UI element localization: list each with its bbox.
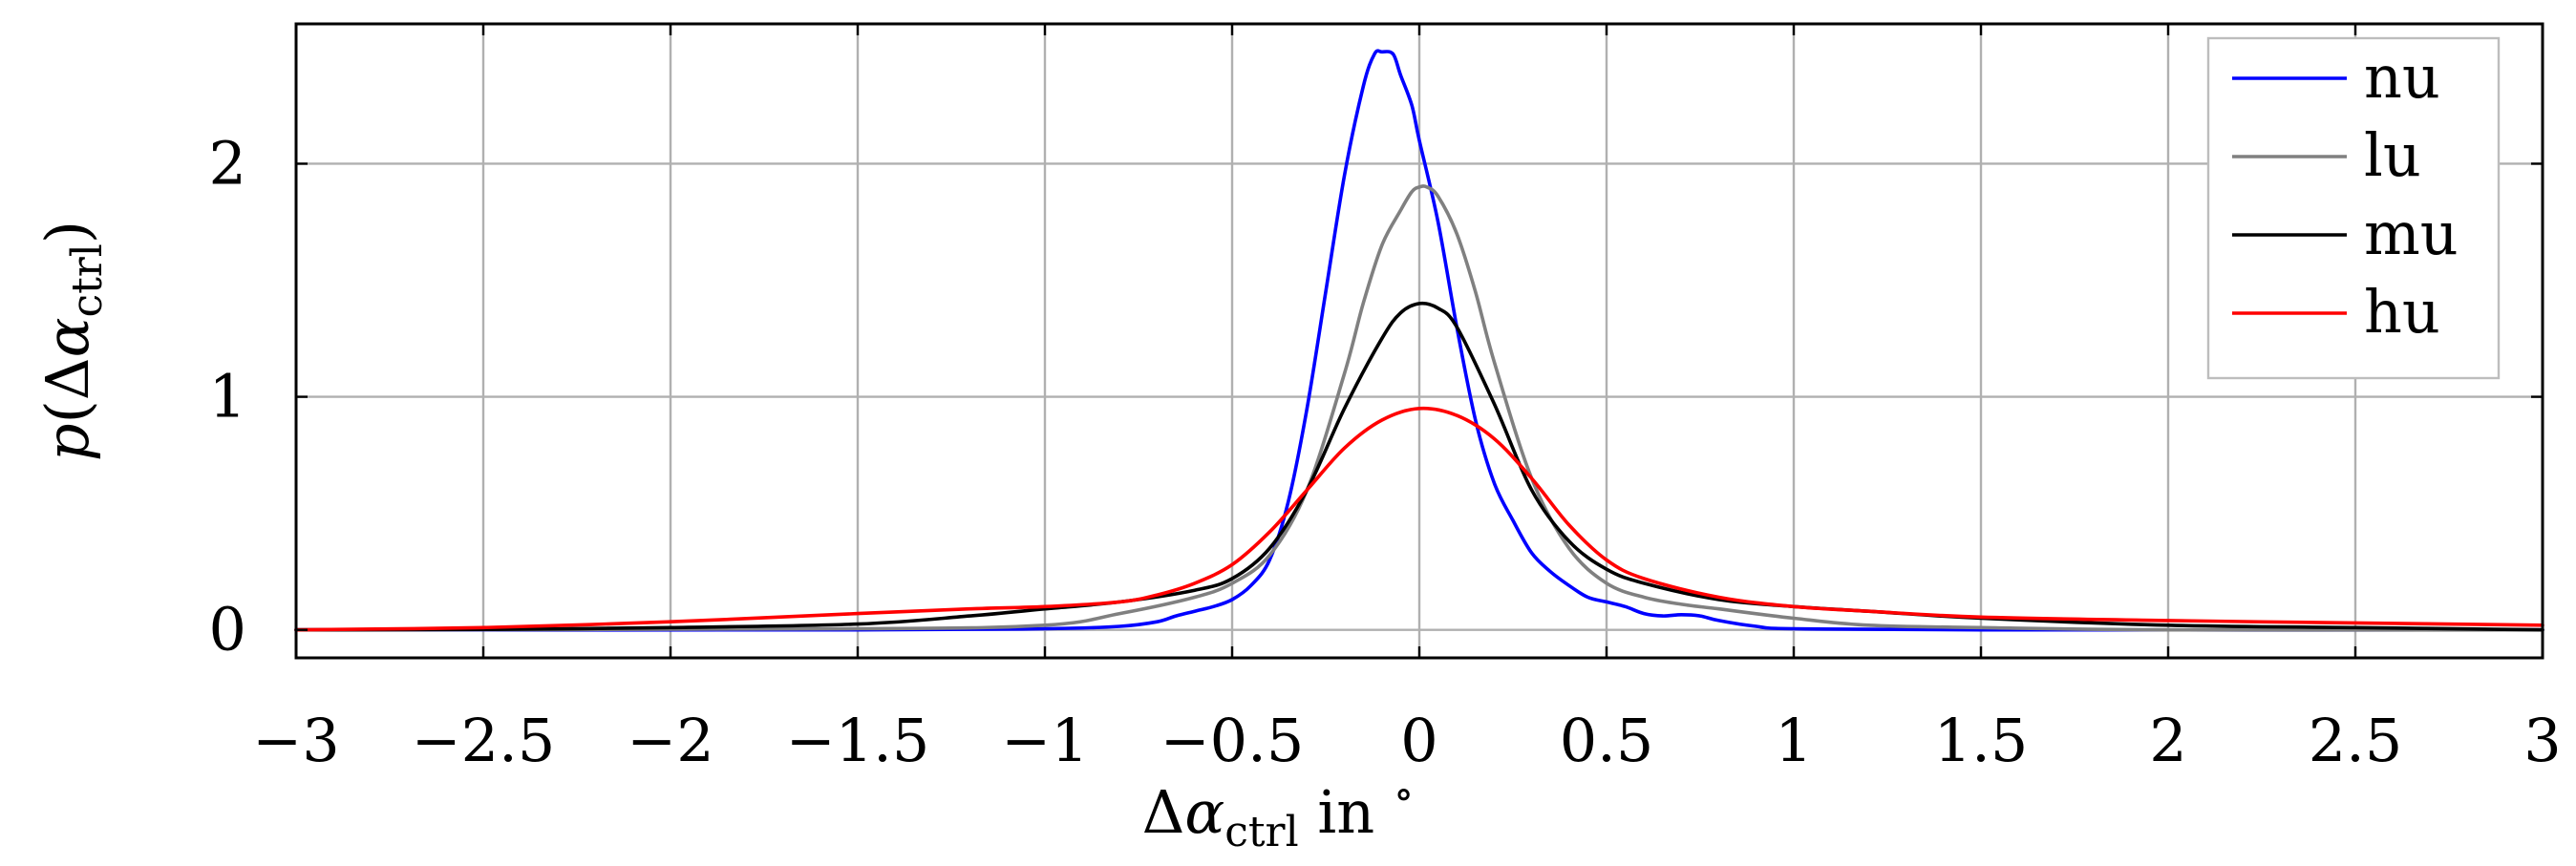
legend-label-hu: hu [2364,277,2440,347]
legend-label-nu: nu [2364,42,2440,112]
x-tick-label: −2 [627,706,713,775]
y-axis-label-alpha: α [32,318,102,358]
x-tick-label: −2.5 [412,706,556,775]
x-tick-label: 1.5 [1934,706,2029,775]
y-axis-label: p(Δαctrl) [32,221,112,461]
y-axis-label-subscript: ctrl [63,243,112,317]
x-tick-label: 2.5 [2309,706,2403,775]
legend: nu lu mu hu [2208,38,2499,378]
x-axis-label-suffix: in [1299,777,1394,847]
x-axis-label: Δαctrl in ∘ [1142,770,1415,856]
x-tick-labels: −3 −2.5 −2 −1.5 −1 −0.5 0 0.5 1 1.5 2 2.5 3 [252,706,2561,775]
x-tick-label: 3 [2523,706,2561,775]
legend-label-lu: lu [2364,120,2421,190]
chart: −3 −2.5 −2 −1.5 −1 −0.5 0 0.5 1 1.5 2 2.5 3 0 1 2 nu lu… [0,0,2576,866]
y-tick-label: 0 [209,595,246,665]
x-tick-label: −0.5 [1160,706,1305,775]
x-axis-label-subscript: ctrl [1224,808,1298,856]
y-tick-label: 2 [209,128,246,198]
y-tick-labels: 0 1 2 [209,128,246,664]
x-axis-label-alpha: α [1184,777,1224,847]
y-axis-label-p: p [32,423,102,461]
x-tick-label: 2 [2149,706,2186,775]
y-axis-label-delta: Δ [32,357,102,400]
y-axis-label-open: ( [32,400,102,423]
x-tick-label: −1 [1001,706,1088,775]
grid [296,24,2543,658]
x-tick-label: 0.5 [1560,706,1654,775]
x-tick-label: 0 [1400,706,1437,775]
x-axis-label-delta: Δ [1142,777,1185,847]
x-axis-label-degree: ∘ [1394,770,1415,818]
y-tick-label: 1 [209,362,246,432]
legend-label-mu: mu [2364,199,2459,268]
x-tick-label: −1.5 [786,706,930,775]
x-tick-label: −3 [252,706,339,775]
y-axis-label-close: ) [32,221,102,243]
x-tick-label: 1 [1775,706,1812,775]
